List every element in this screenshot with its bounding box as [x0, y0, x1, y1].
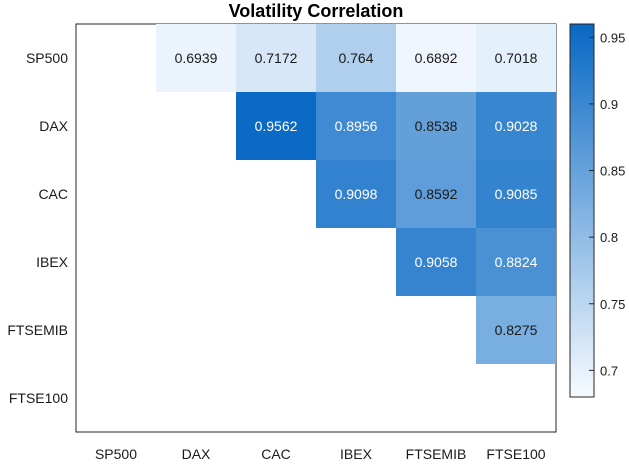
colorbar-tick-label: 0.95 [600, 30, 625, 45]
cell-value-label: 0.8824 [495, 254, 538, 270]
cells-layer [156, 24, 556, 364]
heatmap-cell [476, 160, 556, 228]
heatmap-cell [396, 24, 476, 92]
cell-value-label: 0.7172 [255, 50, 298, 66]
heatmap-cell [236, 24, 316, 92]
colorbar-tick-label: 0.8 [600, 230, 618, 245]
heatmap-cell [476, 228, 556, 296]
cell-value-label: 0.8275 [495, 322, 538, 338]
cell-value-label: 0.7018 [495, 50, 538, 66]
heatmap-cell [396, 228, 476, 296]
heatmap-cell [396, 92, 476, 160]
cell-value-label: 0.9098 [335, 186, 378, 202]
colorbar [569, 23, 595, 398]
heatmap-cell [316, 160, 396, 228]
y-tick-label: SP500 [26, 50, 68, 66]
cell-value-label: 0.9028 [495, 118, 538, 134]
colorbar-tick-label: 0.75 [600, 297, 625, 312]
heatmap-cell [476, 296, 556, 364]
heatmap-cell [236, 92, 316, 160]
chart-title: Volatility Correlation [229, 1, 404, 21]
x-tick-label: FTSEMIB [406, 446, 467, 460]
heatmap-cell [476, 24, 556, 92]
x-tick-labels: SP500 DAX CAC IBEX FTSEMIB FTSE100 [95, 446, 546, 462]
x-tick-label: CAC [261, 446, 291, 460]
cell-value-label: 0.6892 [415, 50, 458, 66]
cell-value-label: 0.764 [338, 50, 373, 66]
heatmap-cell [396, 160, 476, 228]
labels-layer: 0.6939 0.7172 0.764 0.6892 0.7018 0.9562 0.895… [175, 50, 538, 338]
y-tick-label: IBEX [36, 254, 69, 270]
colorbar-tick-label: 0.85 [600, 164, 625, 179]
cell-value-label: 0.9085 [495, 186, 538, 202]
colorbar-tick-label: 0.7 [600, 363, 618, 378]
x-tick-label: FTSE100 [486, 446, 545, 460]
cell-value-label: 0.9058 [415, 254, 458, 270]
y-tick-label: CAC [38, 186, 68, 202]
cell-value-label: 0.6939 [175, 50, 218, 66]
y-tick-label: DAX [39, 118, 68, 134]
heatmap-cell [156, 24, 236, 92]
heatmap-cell [316, 92, 396, 160]
y-tick-label: FTSEMIB [7, 322, 68, 338]
x-tick-label: IBEX [340, 446, 373, 460]
x-tick-label: SP500 [95, 446, 137, 460]
colorbar-tick-label: 0.9 [600, 97, 618, 112]
cell-value-label: 0.9562 [255, 118, 298, 134]
heatmap-cell [316, 24, 396, 92]
cell-value-label: 0.8956 [335, 118, 378, 134]
x-tick-label: DAX [182, 446, 211, 460]
cell-value-label: 0.8592 [415, 186, 458, 202]
heatmap-cell [476, 92, 556, 160]
colorbar-ticks: 0.7 0.75 0.8 0.85 0.9 0.95 [589, 30, 625, 378]
cell-value-label: 0.8538 [415, 118, 458, 134]
y-tick-label: FTSE100 [9, 390, 68, 406]
y-tick-labels: SP500 DAX CAC IBEX FTSEMIB FTSE100 [7, 50, 68, 406]
